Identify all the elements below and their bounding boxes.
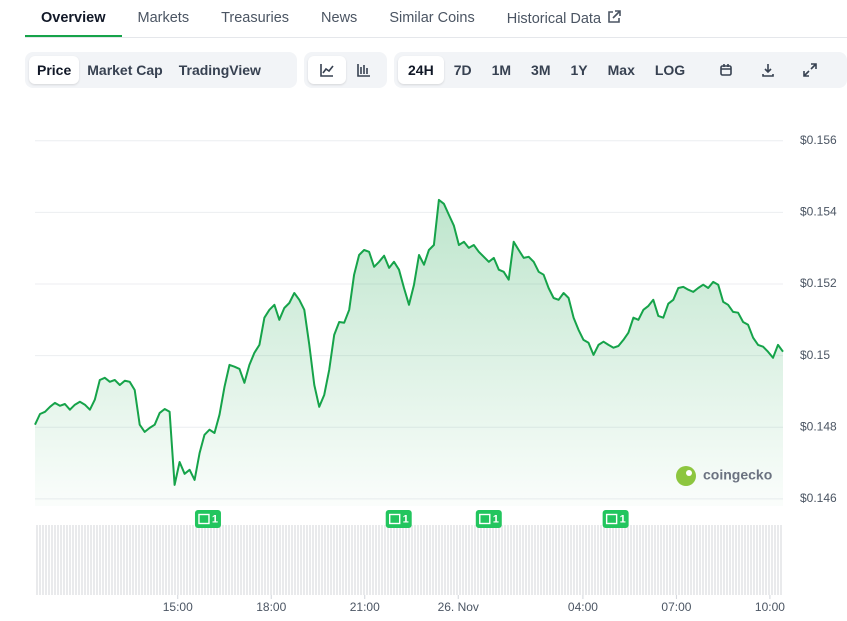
mode-group: Price Market Cap TradingView (25, 52, 297, 88)
candle-icon (357, 64, 371, 77)
icon (720, 64, 733, 76)
range-button[interactable]: 1M (491, 62, 512, 78)
x-tick-label: 21:00 (350, 600, 380, 614)
range-button[interactable]: LOG (654, 62, 686, 78)
watermark-text: coingecko (703, 467, 772, 483)
range-button[interactable]: 7D (453, 62, 472, 78)
price-area (35, 199, 783, 506)
volume-bars (35, 525, 783, 595)
range-button[interactable]: 3M (531, 62, 551, 78)
news-icon (479, 513, 491, 525)
external-icon (608, 10, 621, 23)
x-tick-label: 10:00 (755, 600, 785, 614)
range-button[interactable]: Max (607, 62, 635, 78)
mode-button[interactable]: Price (29, 56, 80, 84)
candle-chart-button[interactable] (346, 56, 384, 84)
y-tick-label: $0.156 (800, 133, 837, 147)
news-count: 1 (620, 513, 626, 525)
x-tick-label: 04:00 (568, 600, 598, 614)
calendar-button[interactable] (707, 56, 745, 84)
y-tick-label: $0.146 (800, 491, 837, 505)
news-marker[interactable]: 1 (602, 510, 629, 528)
y-tick-label: $0.15 (800, 348, 830, 362)
news-count: 1 (212, 513, 218, 525)
news-marker[interactable]: 1 (194, 510, 221, 528)
x-tick-label: 15:00 (163, 600, 193, 614)
tab[interactable]: Treasuries (221, 10, 290, 26)
line-icon (319, 64, 334, 77)
news-count: 1 (403, 513, 409, 525)
x-tick-label: 07:00 (661, 600, 691, 614)
y-tick-label: $0.148 (800, 419, 837, 433)
news-marker[interactable]: 1 (475, 510, 502, 528)
price-line (34, 198, 784, 486)
mode-button[interactable]: TradingView (178, 62, 261, 78)
line-chart-button[interactable] (308, 56, 346, 84)
range-button[interactable]: 1Y (570, 62, 588, 78)
tab-bar: Overview Markets Treasuries News Similar Coi… (25, 0, 847, 38)
y-tick-label: $0.154 (800, 205, 837, 219)
news-icon (389, 513, 401, 525)
icon (803, 63, 818, 77)
tab[interactable]: Historical Data (491, 0, 637, 37)
fullscreen-button[interactable] (791, 56, 829, 84)
news-count: 1 (493, 513, 499, 525)
news-icon (605, 513, 618, 525)
news-marker[interactable]: 1 (385, 510, 412, 528)
tab[interactable]: Similar Coins (389, 10, 475, 26)
icon (762, 64, 775, 77)
watermark: coingecko (676, 466, 772, 486)
range-group: 24H 7D 1M 3M 1Y Max LOG (394, 52, 847, 88)
tab[interactable]: Markets (137, 10, 190, 26)
download-button[interactable] (749, 56, 787, 84)
y-tick-label: $0.152 (800, 276, 837, 290)
x-tick-label: 26. Nov (438, 600, 479, 614)
x-tick-label: 18:00 (256, 600, 286, 614)
range-button[interactable]: 24H (398, 56, 444, 84)
chart: $0.146 $0.148 $0.15 $0.152 $0.154 $0.156 15:00… (34, 133, 837, 614)
tab[interactable]: Overview (25, 0, 122, 37)
news-icon (198, 513, 210, 525)
chart-style-group (304, 52, 387, 88)
tab[interactable]: News (321, 10, 358, 26)
mode-button[interactable]: Market Cap (87, 62, 163, 78)
